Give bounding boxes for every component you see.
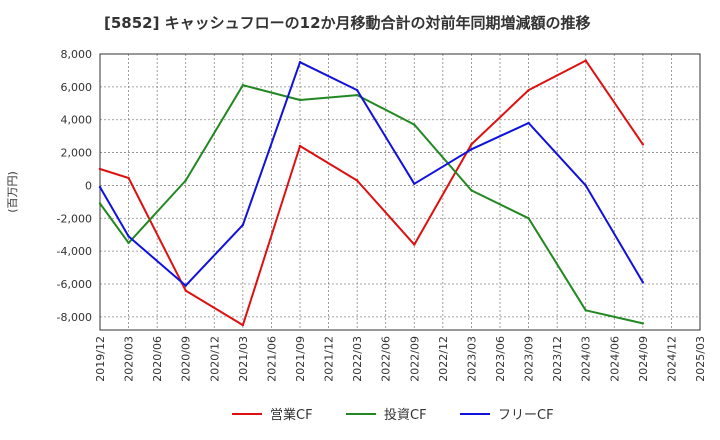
- data-point: [641, 322, 645, 325]
- data-point: [641, 143, 645, 146]
- x-tick-label: 2021/09: [294, 336, 307, 382]
- data-point: [127, 241, 130, 245]
- legend-label: 営業CF: [270, 407, 313, 423]
- x-tick-label: 2022/09: [408, 336, 421, 382]
- data-point: [470, 143, 473, 146]
- x-tick-label: 2024/06: [608, 336, 621, 382]
- series-line-1: [99, 59, 644, 327]
- x-tick-label: 2024/09: [637, 336, 650, 382]
- data-point: [413, 123, 416, 126]
- data-point: [98, 202, 102, 205]
- data-point: [98, 167, 102, 171]
- x-tick-label: 2020/03: [123, 336, 136, 382]
- data-point: [184, 179, 187, 182]
- data-point: [355, 93, 359, 97]
- series-layer: [98, 59, 645, 327]
- data-point: [527, 121, 530, 125]
- x-tick-label: 2021/03: [237, 336, 250, 382]
- x-tick-label: 2020/06: [151, 336, 164, 382]
- data-point: [98, 185, 102, 189]
- x-tick-label: 2021/06: [265, 336, 278, 382]
- data-point: [470, 148, 473, 151]
- legend-label: フリーCF: [498, 408, 554, 423]
- x-tick-label: 2024/12: [665, 336, 678, 382]
- data-point: [241, 84, 245, 87]
- data-point: [184, 284, 187, 287]
- data-point: [641, 281, 645, 284]
- series-line-2: [99, 84, 644, 325]
- data-point: [241, 323, 245, 327]
- y-tick-label: -2,000: [57, 212, 92, 225]
- data-point: [298, 98, 302, 102]
- data-point: [127, 176, 130, 180]
- data-point: [355, 179, 359, 182]
- y-axis-ticks: 8,000 6,000 4,000 2,000 0 -2,000 -4,000 -6,000 -…: [57, 48, 92, 324]
- x-tick-label: 2023/06: [494, 336, 507, 382]
- y-tick-label: -6,000: [57, 278, 92, 291]
- y-tick-label: -4,000: [57, 245, 92, 258]
- data-point: [584, 309, 587, 312]
- data-point: [355, 88, 359, 92]
- y-tick-label: 8,000: [61, 48, 93, 61]
- data-point: [527, 88, 530, 92]
- data-point: [584, 59, 587, 62]
- x-tick-label: 2023/09: [523, 336, 536, 382]
- series-line-3: [99, 61, 644, 287]
- y-tick-label: 0: [85, 179, 92, 192]
- data-point: [413, 243, 416, 246]
- y-axis-label: (百万円): [6, 171, 19, 213]
- data-point: [298, 144, 302, 148]
- legend: 営業CF 投資CF フリーCF: [232, 407, 554, 423]
- x-tick-label: 2022/06: [380, 336, 393, 382]
- x-tick-label: 2023/03: [465, 336, 478, 382]
- legend-label: 投資CF: [384, 407, 427, 423]
- x-axis-ticks: 2019/12 2020/03 2020/06 2020/09 2020/12 2021/…: [94, 336, 707, 382]
- data-point: [584, 184, 587, 187]
- y-tick-label: 4,000: [61, 114, 93, 127]
- chart-title: [5852] キャッシュフローの12か月移動合計の対前年同期増減額の推移: [104, 14, 591, 32]
- x-tick-label: 2022/12: [437, 336, 450, 382]
- data-point: [184, 289, 187, 292]
- data-point: [470, 189, 473, 192]
- x-tick-label: 2025/03: [694, 336, 707, 382]
- x-tick-label: 2023/12: [551, 336, 564, 382]
- y-tick-label: 6,000: [61, 81, 93, 94]
- x-tick-label: 2020/12: [208, 336, 221, 382]
- data-point: [241, 223, 245, 227]
- x-tick-label: 2019/12: [94, 336, 107, 382]
- x-tick-label: 2021/12: [323, 336, 336, 382]
- y-tick-label: 2,000: [61, 147, 93, 160]
- data-point: [127, 235, 130, 238]
- x-tick-label: 2024/03: [580, 336, 593, 382]
- data-point: [413, 182, 416, 185]
- plot-frame: [99, 53, 701, 331]
- data-point: [527, 217, 530, 220]
- x-tick-label: 2022/03: [351, 336, 364, 382]
- x-tick-label: 2020/09: [180, 336, 193, 382]
- data-point: [298, 61, 302, 64]
- y-tick-label: -8,000: [57, 311, 92, 324]
